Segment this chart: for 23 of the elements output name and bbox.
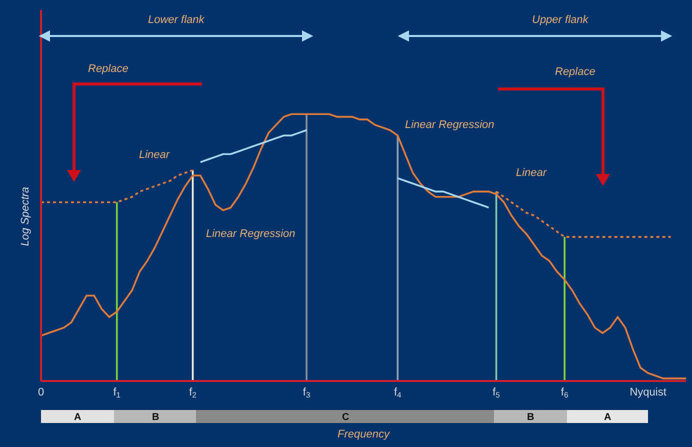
x-tick-label: f$_{5}$ <box>492 386 500 400</box>
y-axis-title: Log Spectra <box>20 186 32 246</box>
x-tick-label: f$_{1}$ <box>113 386 121 400</box>
text: C <box>342 412 350 423</box>
x-tick-label: f$_{6}$ <box>560 386 568 400</box>
text: Lower flank <box>148 14 205 26</box>
text: B <box>152 412 160 423</box>
x-tick-label: f$_{2}$ <box>189 386 196 400</box>
annotation: Linear Regression <box>206 228 296 240</box>
text: B <box>527 412 534 423</box>
x-tick-label: Nyquist <box>630 386 666 398</box>
text: A <box>604 412 612 423</box>
annotation: Linear Regression <box>405 119 494 131</box>
x-tick-label: f$_{3}$ <box>302 386 310 400</box>
x-axis-title: Frequency <box>338 428 391 440</box>
text: Upper flank <box>532 14 589 26</box>
text: Replace <box>88 63 128 75</box>
x-tick-label: 0 <box>38 386 44 398</box>
text: Replace <box>555 66 596 78</box>
annotation: Linear <box>516 167 548 179</box>
annotation: Linear <box>139 149 171 161</box>
x-tick-label: f$_{4}$ <box>394 386 402 400</box>
text: A <box>74 412 82 423</box>
